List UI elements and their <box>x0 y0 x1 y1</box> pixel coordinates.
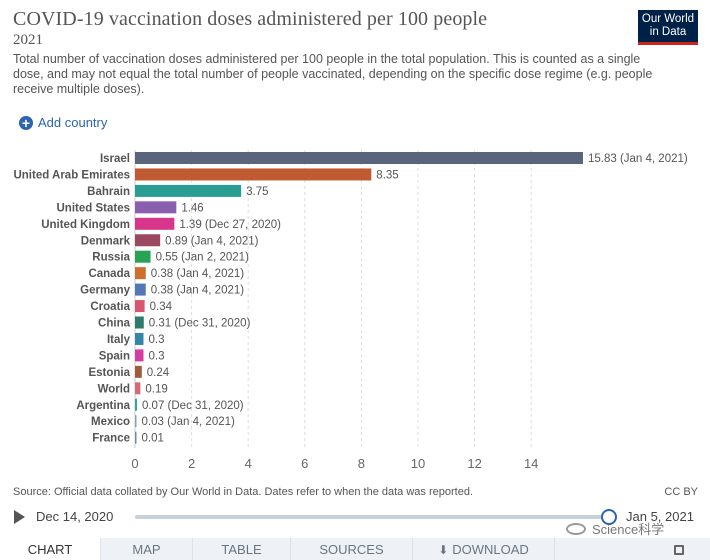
timeline-end-date: Jan 5, 2021 <box>626 509 694 524</box>
bar-chart: 0 2 4 6 8 10 12 14 Israel 15.83 (Jan 4, 2021) Unit… <box>13 150 688 471</box>
play-icon[interactable] <box>14 510 25 524</box>
category-label-france: France <box>92 433 130 445</box>
category-label-united-states: United States <box>57 202 131 214</box>
category-label-germany: Germany <box>80 285 130 297</box>
x-tick-label-0: 0 <box>131 456 138 471</box>
bar-canada <box>135 267 146 280</box>
bar-world <box>135 382 141 395</box>
category-label-israel: Israel <box>100 153 130 165</box>
bar-mexico <box>135 415 137 428</box>
category-label-croatia: Croatia <box>90 301 130 313</box>
chart-year: 2021 <box>13 32 43 48</box>
x-tick-label-2: 2 <box>188 456 195 471</box>
bar-estonia <box>135 365 142 378</box>
watermark-text: Science科学 <box>592 522 665 537</box>
value-label-estonia: 0.24 <box>147 367 170 379</box>
bar-germany <box>135 283 146 296</box>
add-country-label: Add country <box>38 115 108 130</box>
x-tick-label-4: 4 <box>245 456 252 471</box>
tab-table[interactable]: TABLE <box>192 538 290 560</box>
value-label-argentina: 0.07 (Dec 31, 2020) <box>142 400 244 412</box>
timeline-start-date: Dec 14, 2020 <box>36 509 114 524</box>
bar-italy <box>135 332 144 345</box>
value-label-canada: 0.38 (Jan 4, 2021) <box>151 268 245 280</box>
value-label-china: 0.31 (Dec 31, 2020) <box>149 318 251 330</box>
value-label-mexico: 0.03 (Jan 4, 2021) <box>142 416 236 428</box>
value-label-spain: 0.3 <box>148 350 164 362</box>
tab-map[interactable]: MAP <box>100 538 192 560</box>
bar-russia <box>135 250 151 263</box>
bar-united-arab-emirates <box>135 168 372 181</box>
tab-download[interactable]: ⬇ DOWNLOAD <box>412 538 554 560</box>
value-label-denmark: 0.89 (Jan 4, 2021) <box>165 235 259 247</box>
category-label-italy: Italy <box>107 334 131 346</box>
value-label-france: 0.01 <box>142 433 164 445</box>
bar-croatia <box>135 300 145 313</box>
category-label-united-kingdom: United Kingdom <box>41 219 130 231</box>
x-tick-label-6: 6 <box>301 456 308 471</box>
value-label-world: 0.19 <box>145 383 167 395</box>
value-label-russia: 0.55 (Jan 2, 2021) <box>156 252 250 264</box>
value-label-united-kingdom: 1.39 (Dec 27, 2020) <box>179 219 281 231</box>
x-tick-label-10: 10 <box>411 456 425 471</box>
category-label-mexico: Mexico <box>91 416 130 428</box>
category-label-united-arab-emirates: United Arab Emirates <box>13 169 130 181</box>
x-tick-label-8: 8 <box>358 456 365 471</box>
value-label-bahrain: 3.75 <box>246 186 268 198</box>
bar-united-kingdom <box>135 217 175 230</box>
timeline-handle[interactable] <box>601 509 617 525</box>
bar-denmark <box>135 234 161 247</box>
value-label-germany: 0.38 (Jan 4, 2021) <box>151 285 245 297</box>
plus-circle-icon: + <box>19 115 33 130</box>
fullscreen-icon[interactable] <box>674 545 684 555</box>
category-label-russia: Russia <box>92 252 130 264</box>
logo-line-2: in Data <box>649 26 687 38</box>
add-country-button[interactable]: + Add country <box>19 115 107 130</box>
category-label-denmark: Denmark <box>81 235 131 247</box>
category-label-canada: Canada <box>88 268 130 280</box>
x-tick-label-14: 14 <box>524 456 538 471</box>
bar-france <box>135 431 137 444</box>
bar-argentina <box>135 398 137 411</box>
category-label-bahrain: Bahrain <box>87 186 130 198</box>
category-label-china: China <box>98 318 131 330</box>
tab-sources[interactable]: SOURCES <box>290 538 412 560</box>
value-label-croatia: 0.34 <box>150 301 173 313</box>
value-label-italy: 0.3 <box>148 334 164 346</box>
value-label-united-states: 1.46 <box>181 202 203 214</box>
chart-title: COVID-19 vaccination doses administered … <box>13 8 488 30</box>
x-tick-label-12: 12 <box>467 456 481 471</box>
category-label-world: World <box>98 383 130 395</box>
watermark: Science科学 <box>566 519 664 538</box>
category-label-argentina: Argentina <box>76 400 130 412</box>
source-note: Source: Official data collated by Our Wo… <box>13 486 473 498</box>
chart-subtitle: Total number of vaccination doses admini… <box>13 52 653 96</box>
value-label-israel: 15.83 (Jan 4, 2021) <box>588 153 688 165</box>
bar-spain <box>135 349 144 362</box>
download-icon: ⬇ <box>438 543 449 557</box>
license-link[interactable]: CC BY <box>664 486 698 498</box>
bar-united-states <box>135 201 177 214</box>
category-label-estonia: Estonia <box>88 367 130 379</box>
wechat-icon <box>566 522 586 535</box>
owid-logo[interactable]: Our World in Data <box>638 10 698 45</box>
bar-israel <box>135 152 583 164</box>
tab-download-label: DOWNLOAD <box>452 542 529 557</box>
tab-chart[interactable]: CHART <box>0 538 100 560</box>
timeline-selected-range <box>135 515 607 519</box>
value-label-united-arab-emirates: 8.35 <box>376 169 398 181</box>
tab-bar: CHART MAP TABLE SOURCES ⬇ DOWNLOAD <box>0 538 710 560</box>
category-label-spain: Spain <box>99 350 130 362</box>
logo-line-1: Our World <box>641 13 695 25</box>
bar-bahrain <box>135 184 242 197</box>
bar-china <box>135 316 144 329</box>
tab-bar-spacer <box>554 538 710 560</box>
